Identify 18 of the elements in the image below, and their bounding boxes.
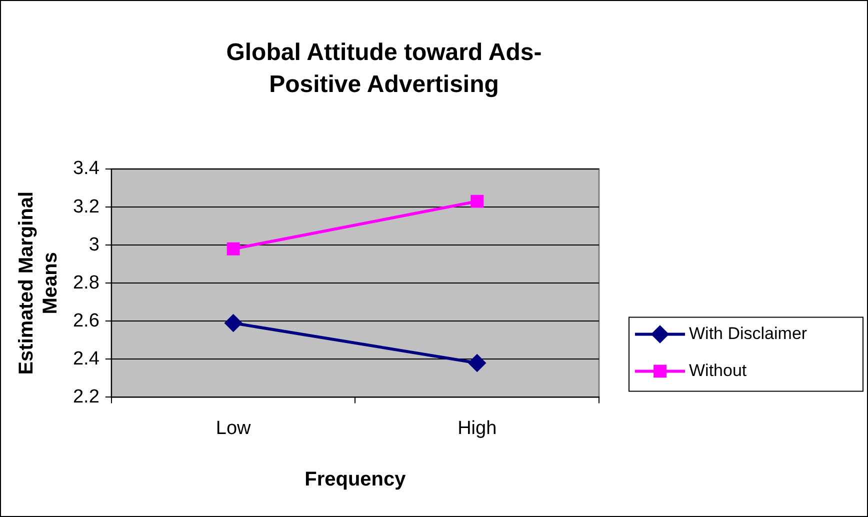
- y-tick-label: 2.6: [72, 310, 100, 332]
- legend-label: Without: [689, 360, 747, 380]
- point: [468, 354, 486, 372]
- legend-label: With Disclaimer: [689, 324, 808, 343]
- y-tick-label: 2.8: [72, 272, 100, 294]
- point: [224, 314, 242, 332]
- y-tick-label: 2.4: [72, 348, 100, 370]
- x-axis-title: Frequency: [304, 468, 407, 491]
- chart-title: Global Attitude toward Ads-Positive Advertising: [225, 38, 543, 100]
- y-tick-label: 3.4: [72, 158, 100, 180]
- x-tick-label: High: [458, 418, 497, 439]
- y-tick-label: 3: [88, 234, 100, 256]
- point: [470, 194, 484, 208]
- y-axis-title: Estimated Marginal Means: [16, 191, 62, 375]
- y-tick-label: 2.2: [72, 386, 100, 408]
- x-tick-label: Low: [216, 418, 252, 439]
- point: [226, 242, 240, 256]
- y-tick-label: 3.2: [72, 196, 100, 218]
